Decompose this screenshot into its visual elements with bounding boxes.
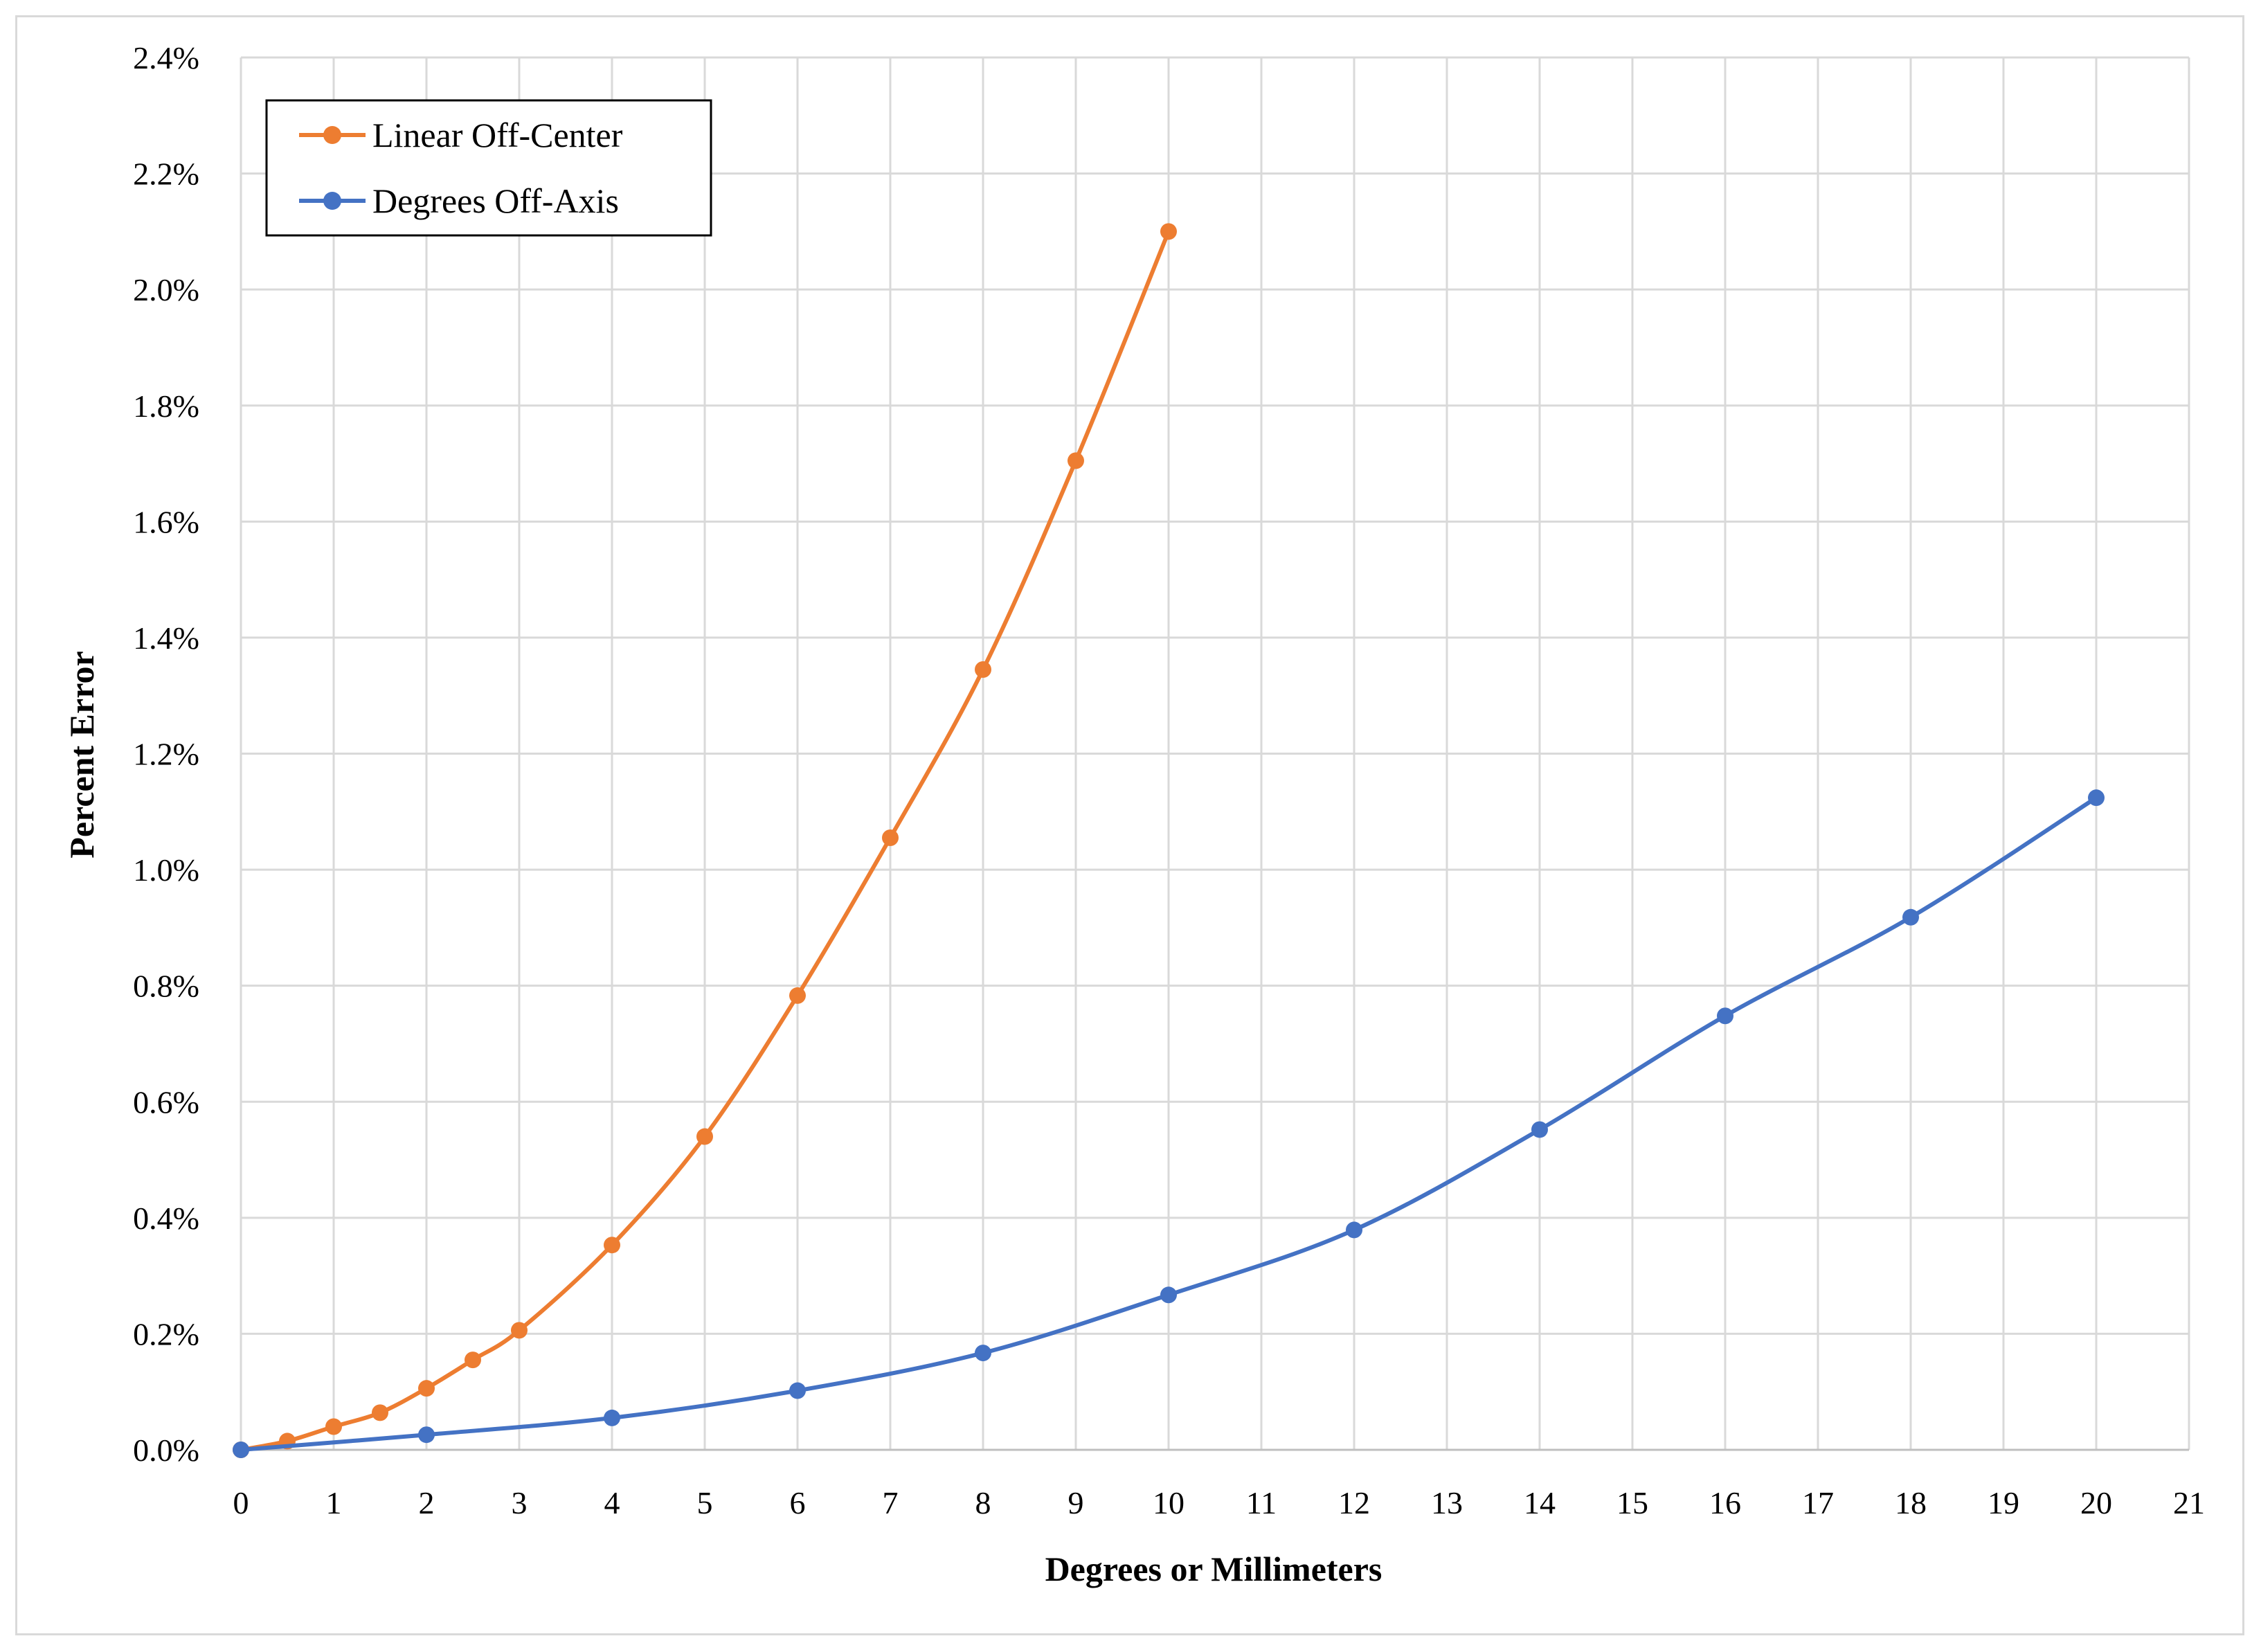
x-tick-label: 9 [1068, 1485, 1084, 1520]
data-point [1717, 1007, 1733, 1025]
data-point [372, 1404, 388, 1421]
data-point [975, 1345, 991, 1362]
data-point [418, 1380, 435, 1397]
y-tick-label: 0.8% [133, 969, 199, 1004]
data-point [2088, 789, 2105, 807]
data-point [1160, 1286, 1177, 1304]
data-point [325, 1418, 342, 1435]
data-point [1902, 908, 1919, 926]
grid [240, 56, 2190, 1451]
x-tick-label: 3 [512, 1485, 528, 1520]
x-tick-label: 18 [1895, 1485, 1927, 1520]
x-tick-label: 14 [1524, 1485, 1556, 1520]
data-point [233, 1442, 249, 1458]
data-point [1160, 223, 1177, 240]
data-point [789, 1382, 806, 1399]
legend-label: Linear Off-Center [372, 116, 623, 154]
x-tick-label: 12 [1338, 1485, 1370, 1520]
y-tick-label: 2.4% [133, 40, 199, 75]
x-tick-label: 11 [1246, 1485, 1277, 1520]
data-point [789, 987, 806, 1004]
y-tick-label: 1.4% [133, 620, 199, 656]
legend: Linear Off-Center Degrees Off-Axis [265, 99, 712, 237]
data-point [1068, 452, 1084, 469]
x-tick-label: 7 [883, 1485, 899, 1520]
y-tick-label: 0.2% [133, 1316, 199, 1352]
legend-box [265, 99, 712, 237]
data-point [511, 1322, 528, 1339]
data-point [882, 829, 899, 846]
series-line [239, 796, 2098, 1452]
data-point [1531, 1121, 1548, 1138]
data-point [604, 1409, 620, 1426]
x-tick-label: 20 [2080, 1485, 2112, 1520]
x-tick-label: 0 [233, 1485, 249, 1520]
y-tick-label: 0.0% [133, 1433, 199, 1468]
series-degrees-off-axis [233, 789, 2105, 1458]
data-point [1346, 1221, 1362, 1239]
legend-item-degrees-off-axis: Degrees Off-Axis [299, 181, 619, 220]
x-axis-ticks: 0 1 2 3 4 5 6 7 8 9 10 11 12 13 14 15 16 17 18 19 20 21 [233, 1485, 2206, 1520]
y-tick-label: 0.6% [133, 1084, 199, 1120]
y-axis-ticks: 0.0% 0.2% 0.4% 0.6% 0.8% 1.0% 1.2% 1.4% 1.6% 1.8%… [133, 40, 199, 1468]
y-tick-label: 1.0% [133, 852, 199, 888]
legend-item-linear-off-center: Linear Off-Center [299, 116, 623, 154]
x-tick-label: 21 [2173, 1485, 2205, 1520]
y-tick-label: 1.6% [133, 504, 199, 539]
data-point [696, 1128, 713, 1145]
y-tick-label: 1.2% [133, 737, 199, 772]
x-tick-label: 5 [697, 1485, 713, 1520]
data-point [975, 661, 991, 679]
x-axis-title: Degrees or Millimeters [1045, 1550, 1382, 1588]
x-tick-label: 10 [1153, 1485, 1184, 1520]
y-tick-label: 2.0% [133, 272, 199, 307]
x-tick-label: 1 [326, 1485, 342, 1520]
data-point [604, 1237, 620, 1254]
x-tick-label: 4 [604, 1485, 620, 1520]
data-point [465, 1352, 481, 1369]
y-tick-label: 2.2% [133, 156, 199, 192]
legend-marker-dot [323, 192, 341, 210]
y-axis-title: Percent Error [62, 651, 101, 858]
legend-marker-dot [323, 126, 341, 144]
chart-frame [15, 15, 2244, 1635]
data-point [418, 1426, 435, 1444]
x-tick-label: 16 [1709, 1485, 1741, 1520]
x-tick-label: 19 [1988, 1485, 2019, 1520]
x-tick-label: 13 [1431, 1485, 1463, 1520]
x-tick-label: 15 [1616, 1485, 1648, 1520]
x-tick-label: 17 [1802, 1485, 1834, 1520]
x-tick-label: 8 [975, 1485, 991, 1520]
y-tick-label: 1.8% [133, 388, 199, 424]
series-layer [233, 223, 2105, 1458]
y-tick-label: 0.4% [133, 1201, 199, 1236]
x-tick-label: 6 [790, 1485, 806, 1520]
x-tick-label: 2 [419, 1485, 435, 1520]
legend-label: Degrees Off-Axis [372, 181, 619, 220]
